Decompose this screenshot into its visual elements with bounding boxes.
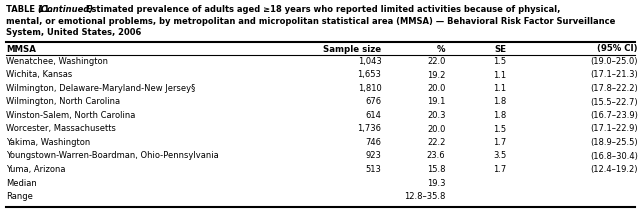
Text: 20.3: 20.3: [427, 111, 445, 120]
Text: System, United States, 2006: System, United States, 2006: [6, 28, 142, 37]
Text: (95% CI): (95% CI): [597, 45, 638, 54]
Text: 19.2: 19.2: [427, 70, 445, 79]
Text: 1.7: 1.7: [493, 165, 506, 174]
Text: 1.1: 1.1: [494, 84, 506, 93]
Text: Sample size: Sample size: [323, 45, 381, 54]
Text: (16.8–30.4): (16.8–30.4): [590, 152, 638, 161]
Text: Wichita, Kansas: Wichita, Kansas: [6, 70, 72, 79]
Text: 676: 676: [365, 98, 381, 107]
Text: 1.5: 1.5: [494, 57, 506, 66]
Text: 1,736: 1,736: [358, 125, 381, 134]
Text: 1,653: 1,653: [358, 70, 381, 79]
Text: %: %: [437, 45, 445, 54]
Text: MMSA: MMSA: [6, 45, 37, 54]
Text: Estimated prevalence of adults aged ≥18 years who reported limited activities be: Estimated prevalence of adults aged ≥18 …: [83, 5, 560, 14]
Text: SE: SE: [494, 45, 506, 54]
Text: Wilmington, Delaware-Maryland-New Jersey§: Wilmington, Delaware-Maryland-New Jersey…: [6, 84, 196, 93]
Text: 19.3: 19.3: [427, 178, 445, 187]
Text: mental, or emotional problems, by metropolitan and micropolitan statistical area: mental, or emotional problems, by metrop…: [6, 17, 615, 25]
Text: 614: 614: [365, 111, 381, 120]
Text: 746: 746: [365, 138, 381, 147]
Text: 1.7: 1.7: [493, 138, 506, 147]
Text: 1,810: 1,810: [358, 84, 381, 93]
Text: Youngstown-Warren-Boardman, Ohio-Pennsylvania: Youngstown-Warren-Boardman, Ohio-Pennsyl…: [6, 152, 219, 161]
Text: (15.5–22.7): (15.5–22.7): [590, 98, 638, 107]
Text: (17.8–22.2): (17.8–22.2): [590, 84, 638, 93]
Text: 20.0: 20.0: [427, 125, 445, 134]
Text: Wilmington, North Carolina: Wilmington, North Carolina: [6, 98, 121, 107]
Text: Range: Range: [6, 192, 33, 201]
Text: (16.7–23.9): (16.7–23.9): [590, 111, 638, 120]
Text: TABLE 11.: TABLE 11.: [6, 5, 56, 14]
Text: Yakima, Washington: Yakima, Washington: [6, 138, 90, 147]
Text: 1.8: 1.8: [493, 111, 506, 120]
Text: 15.8: 15.8: [427, 165, 445, 174]
Text: 513: 513: [365, 165, 381, 174]
Text: Worcester, Massachusetts: Worcester, Massachusetts: [6, 125, 116, 134]
Text: (17.1–22.9): (17.1–22.9): [590, 125, 638, 134]
Text: 22.2: 22.2: [427, 138, 445, 147]
Text: 20.0: 20.0: [427, 84, 445, 93]
Text: (19.0–25.0): (19.0–25.0): [590, 57, 638, 66]
Text: 1.8: 1.8: [493, 98, 506, 107]
Text: 1.5: 1.5: [494, 125, 506, 134]
Text: 19.1: 19.1: [427, 98, 445, 107]
Text: Median: Median: [6, 178, 37, 187]
Text: 923: 923: [365, 152, 381, 161]
Text: (17.1–21.3): (17.1–21.3): [590, 70, 638, 79]
Text: Winston-Salem, North Carolina: Winston-Salem, North Carolina: [6, 111, 136, 120]
Text: 1.1: 1.1: [494, 70, 506, 79]
Text: 3.5: 3.5: [493, 152, 506, 161]
Text: Wenatchee, Washington: Wenatchee, Washington: [6, 57, 108, 66]
Text: 12.8–35.8: 12.8–35.8: [404, 192, 445, 201]
Text: (18.9–25.5): (18.9–25.5): [590, 138, 638, 147]
Text: 1,043: 1,043: [358, 57, 381, 66]
Text: 22.0: 22.0: [427, 57, 445, 66]
Text: Yuma, Arizona: Yuma, Arizona: [6, 165, 66, 174]
Text: (Continued): (Continued): [37, 5, 93, 14]
Text: 23.6: 23.6: [427, 152, 445, 161]
Text: (12.4–19.2): (12.4–19.2): [590, 165, 638, 174]
